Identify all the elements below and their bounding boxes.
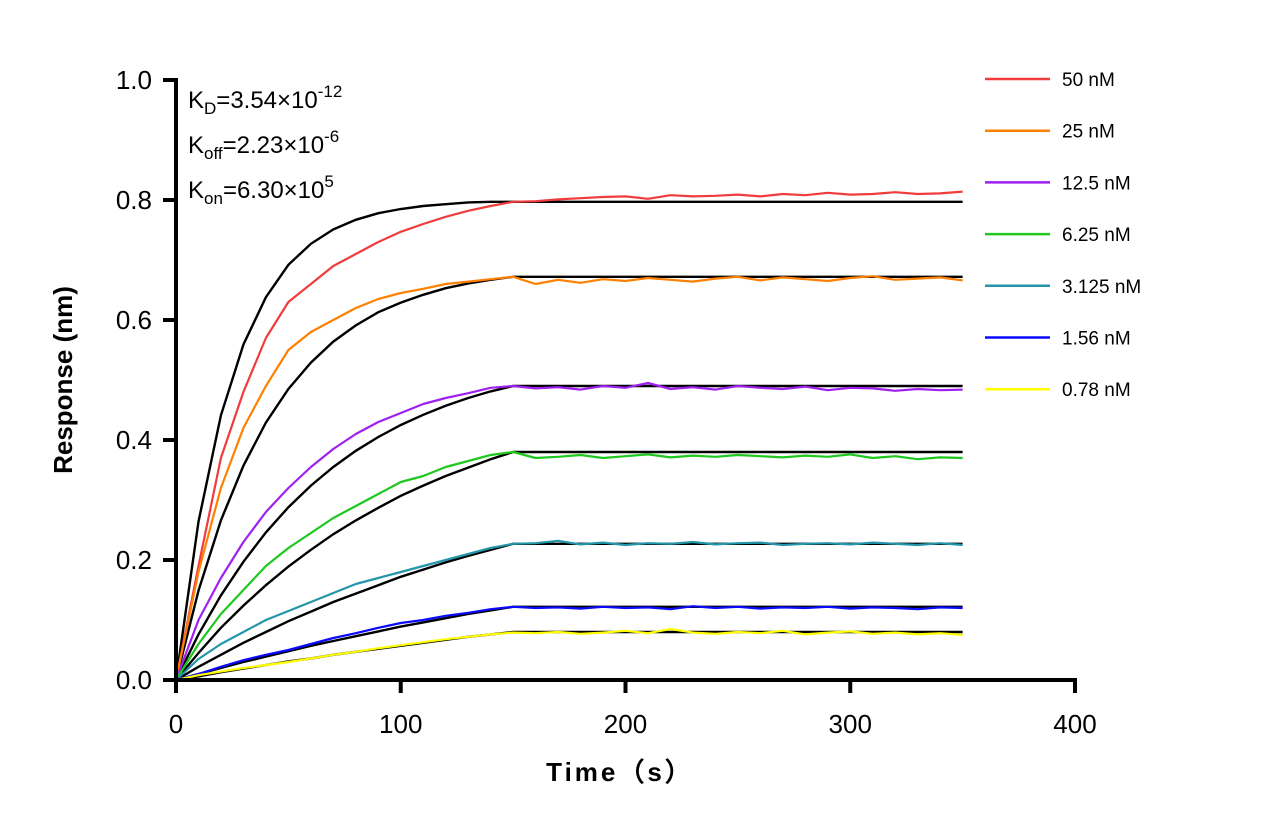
y-tick-label: 0.6 (116, 305, 152, 335)
legend-item: 0.78 nM (985, 380, 1131, 401)
raw-curves (174, 190, 963, 682)
y-tick-label: 1.0 (116, 65, 152, 95)
x-tick-label: 0 (169, 709, 183, 739)
fit-curve-25-nM (174, 275, 963, 681)
legend-label: 12.5 nM (1062, 173, 1131, 194)
legend-item: 3.125 nM (985, 277, 1141, 298)
x-tick-label: 100 (379, 709, 422, 739)
legend-item: 12.5 nM (985, 173, 1131, 194)
annotation-kD: KD=3.54×10-12 (188, 82, 342, 118)
y-tick-label: 0.8 (116, 185, 152, 215)
raw-series-25-nM (174, 275, 963, 681)
legend-item: 50 nM (985, 70, 1115, 91)
legend-label: 25 nM (1062, 122, 1115, 143)
legend-label: 1.56 nM (1062, 329, 1131, 350)
raw-series-50-nM (174, 190, 963, 681)
kinetic-annotations: KD=3.54×10-12 Koff=2.23×10-6 Kon=6.30×105 (188, 82, 342, 208)
y-tick-label: 0.2 (116, 545, 152, 575)
raw-series-6.25-nM (175, 450, 963, 681)
fit-curve-0.78-nM (175, 630, 963, 682)
legend-label: 6.25 nM (1062, 225, 1131, 246)
legend-label: 3.125 nM (1062, 277, 1141, 298)
legend: 50 nM 25 nM 12.5 nM 6.25 nM 3.125 nM 1.56 nM 0… (985, 70, 1141, 401)
raw-series-0.78-nM (175, 627, 963, 682)
annotation-koff: Koff=2.23×10-6 (188, 127, 339, 163)
x-tick-label: 400 (1053, 709, 1096, 739)
legend-item: 6.25 nM (985, 225, 1131, 246)
legend-label: 50 nM (1062, 70, 1115, 91)
fit-curve-6.25-nM (175, 450, 963, 681)
raw-series-12.5-nM (174, 381, 963, 681)
x-tick-label: 300 (829, 709, 872, 739)
legend-item: 25 nM (985, 122, 1115, 143)
y-tick-label: 0.4 (116, 425, 152, 455)
raw-series-3.125-nM (175, 539, 963, 681)
legend-label: 0.78 nM (1062, 380, 1131, 401)
y-tick-label: 0.0 (116, 665, 152, 695)
x-tick-label: 200 (604, 709, 647, 739)
annotation-kon: Kon=6.30×105 (188, 172, 334, 208)
axes: 0 100 200 300 400 0.0 0.2 0.4 0.6 0.8 1.0 (116, 65, 1097, 739)
raw-series-1.56-nM (175, 605, 963, 682)
y-axis-title: Response (nm) (48, 286, 78, 474)
legend-item: 1.56 nM (985, 329, 1131, 350)
fit-curve-1.56-nM (175, 605, 963, 682)
x-axis-title: Time（s） (546, 757, 694, 787)
fit-curve-50-nM (174, 200, 963, 681)
fit-curve-3.125-nM (175, 542, 963, 682)
fit-curve-12.5-nM (174, 384, 963, 681)
